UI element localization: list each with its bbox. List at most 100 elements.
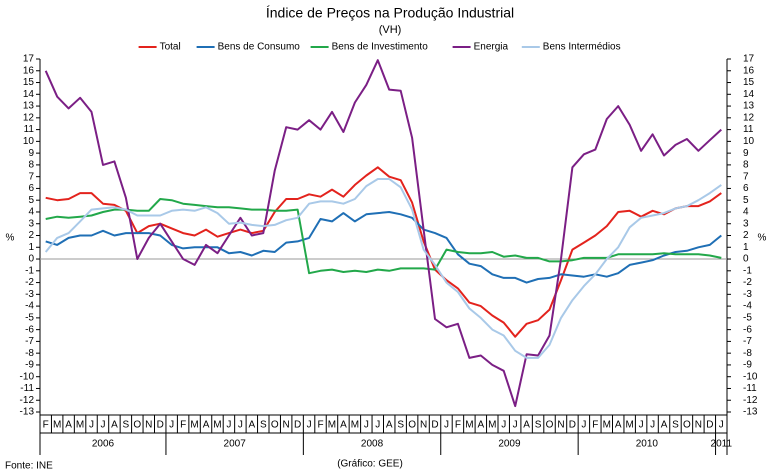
x-tick-label: A — [111, 420, 118, 431]
y-tick-label: 3 — [28, 218, 34, 229]
x-tick-label: J — [639, 420, 644, 431]
x-tick-label: A — [386, 420, 393, 431]
x-tick-label: O — [408, 420, 416, 431]
x-tick-label: S — [535, 420, 542, 431]
y2-tick-label: 3 — [743, 218, 749, 229]
y2-tick-label: 8 — [743, 160, 749, 171]
y-tick-label: -2 — [25, 277, 34, 288]
y-axis-label: % — [6, 233, 15, 244]
x-tick-label: N — [695, 420, 702, 431]
y2-tick-label: 1 — [743, 242, 749, 253]
x-tick-label: F — [455, 420, 461, 431]
x-tick-label: F — [317, 420, 323, 431]
y-tick-label: 16 — [23, 65, 35, 76]
x-tick-label: A — [615, 420, 622, 431]
y-tick-label: 12 — [23, 112, 35, 123]
x-tick-label: J — [100, 420, 105, 431]
x-tick-label: A — [203, 420, 210, 431]
y-tick-label: -3 — [25, 289, 34, 300]
x-tick-label: S — [672, 420, 679, 431]
x-tick-label: J — [581, 420, 586, 431]
y-tick-label: -9 — [25, 360, 34, 371]
year-label: 2008 — [361, 439, 384, 450]
y2-tick-label: 14 — [743, 89, 755, 100]
x-tick-label: J — [307, 420, 312, 431]
y2-axis-label: % — [758, 233, 767, 244]
y2-tick-label: 0 — [743, 254, 749, 265]
y-tick-label: -12 — [20, 395, 35, 406]
x-tick-label: M — [603, 420, 611, 431]
y2-tick-label: 16 — [743, 65, 755, 76]
y2-tick-label: -3 — [743, 289, 752, 300]
y-tick-label: -10 — [20, 371, 35, 382]
x-tick-label: M — [213, 420, 221, 431]
x-tick-label: A — [340, 420, 347, 431]
series-line — [44, 178, 722, 359]
y2-tick-label: -2 — [743, 277, 752, 288]
x-tick-label: M — [76, 420, 84, 431]
y-tick-label: -1 — [25, 265, 34, 276]
x-tick-label: O — [133, 420, 141, 431]
y2-tick-label: -13 — [743, 407, 758, 418]
y-tick-label: 6 — [28, 183, 34, 194]
x-tick-label: A — [248, 420, 255, 431]
x-tick-label: N — [283, 420, 290, 431]
y2-tick-label: -9 — [743, 360, 752, 371]
y2-tick-label: -11 — [743, 383, 757, 394]
y-tick-label: 0 — [28, 254, 34, 265]
x-tick-label: S — [123, 420, 130, 431]
x-tick-label: M — [351, 420, 359, 431]
x-tick-label: A — [477, 420, 484, 431]
x-tick-label: J — [89, 420, 94, 431]
y-tick-label: -5 — [25, 313, 34, 324]
y2-tick-label: 15 — [743, 77, 755, 88]
x-tick-label: O — [683, 420, 691, 431]
y2-tick-label: 13 — [743, 101, 755, 112]
x-tick-label: A — [661, 420, 668, 431]
x-tick-label: D — [431, 420, 438, 431]
y2-tick-label: 2 — [743, 230, 749, 241]
y-tick-label: 17 — [23, 54, 35, 65]
y2-tick-label: 11 — [743, 124, 754, 135]
y2-tick-label: -4 — [743, 301, 752, 312]
legend-label: Bens Intermédios — [543, 42, 621, 53]
y-tick-label: 4 — [28, 207, 34, 218]
y-tick-label: 11 — [24, 124, 35, 135]
x-tick-label: F — [180, 420, 186, 431]
x-tick-label: S — [260, 420, 267, 431]
y-tick-label: 9 — [28, 148, 34, 159]
x-tick-label: N — [420, 420, 427, 431]
x-tick-label: O — [546, 420, 554, 431]
x-tick-label: D — [706, 420, 713, 431]
x-tick-label: M — [190, 420, 198, 431]
y2-tick-label: 6 — [743, 183, 749, 194]
year-label: 2009 — [498, 439, 521, 450]
y2-tick-label: 17 — [743, 54, 755, 65]
y2-tick-label: 9 — [743, 148, 749, 159]
year-label: 2011 — [711, 439, 733, 450]
x-tick-label: D — [157, 420, 164, 431]
legend-label: Bens de Investimento — [332, 42, 429, 53]
series-line — [45, 211, 722, 284]
x-tick-label: J — [444, 420, 449, 431]
x-tick-label: J — [238, 420, 243, 431]
x-tick-label: J — [169, 420, 174, 431]
y2-tick-label: -12 — [743, 395, 758, 406]
y-tick-label: 8 — [28, 160, 34, 171]
x-tick-label: D — [294, 420, 301, 431]
x-tick-label: J — [719, 420, 724, 431]
y-tick-label: 15 — [23, 77, 35, 88]
y2-tick-label: 5 — [743, 195, 749, 206]
y-tick-label: 1 — [28, 242, 34, 253]
y-tick-label: 13 — [23, 101, 35, 112]
x-tick-label: J — [364, 420, 369, 431]
y-tick-label: -4 — [25, 301, 34, 312]
x-tick-label: D — [569, 420, 576, 431]
x-tick-label: M — [465, 420, 473, 431]
x-tick-label: M — [488, 420, 496, 431]
x-tick-label: J — [226, 420, 231, 431]
x-tick-label: F — [43, 420, 49, 431]
year-label: 2007 — [224, 439, 247, 450]
x-tick-label: N — [145, 420, 152, 431]
y-tick-label: -13 — [20, 407, 35, 418]
